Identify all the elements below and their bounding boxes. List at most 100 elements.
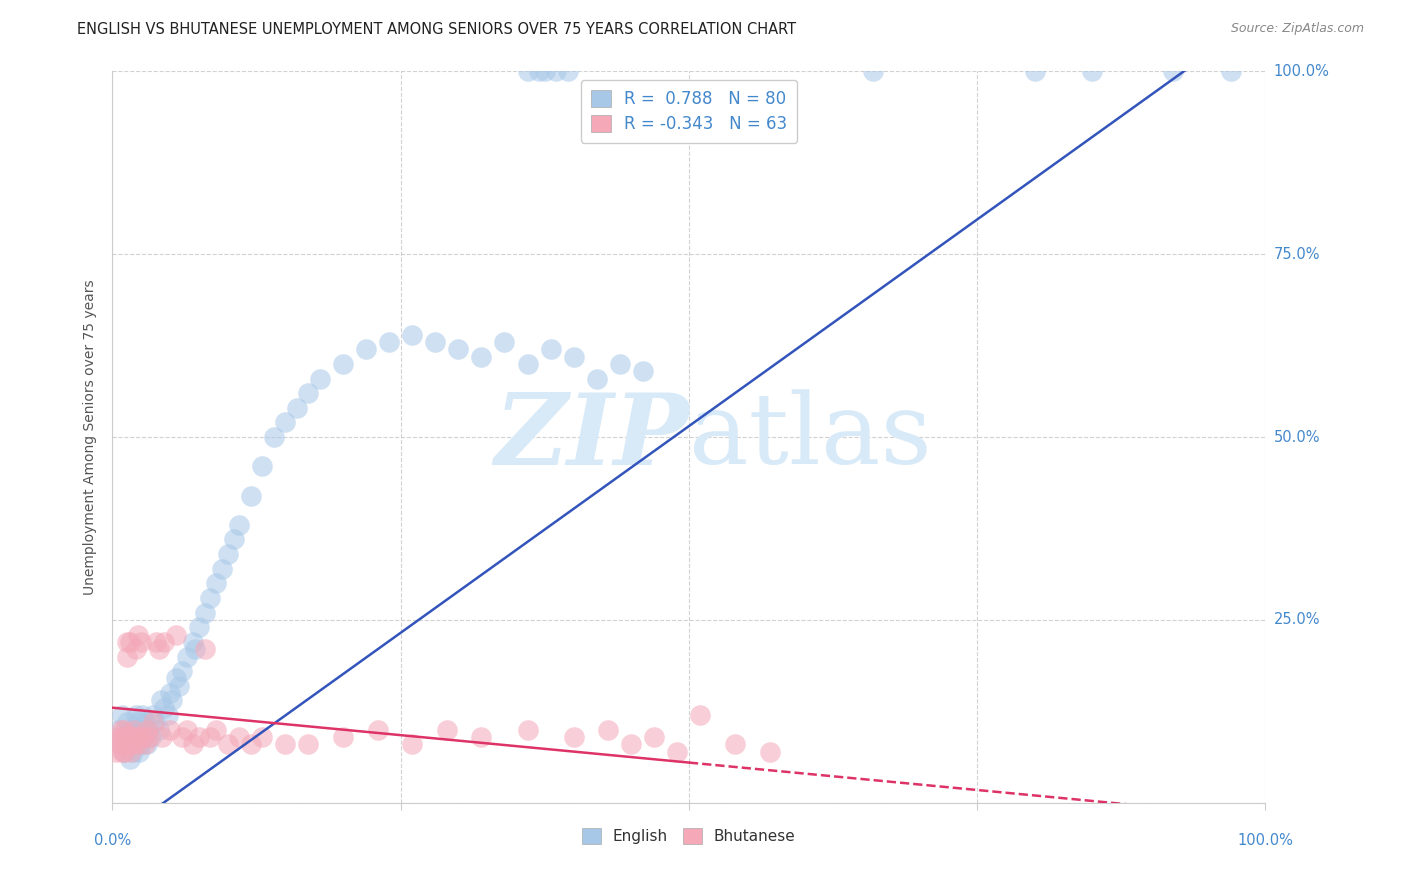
Point — [111, 745, 134, 759]
Point — [142, 708, 165, 723]
Point — [121, 730, 143, 744]
Point — [200, 730, 222, 744]
Point — [131, 708, 153, 723]
Point — [332, 357, 354, 371]
Point — [211, 562, 233, 576]
Point — [285, 401, 308, 415]
Text: ZIP: ZIP — [494, 389, 689, 485]
Point — [609, 357, 631, 371]
Point — [136, 723, 159, 737]
Point — [169, 679, 191, 693]
Point — [150, 730, 173, 744]
Point — [516, 723, 538, 737]
Point — [170, 730, 193, 744]
Point — [112, 723, 135, 737]
Point — [132, 730, 155, 744]
Point — [217, 547, 239, 561]
Point — [758, 745, 780, 759]
Point — [222, 533, 245, 547]
Text: 0.0%: 0.0% — [94, 833, 131, 848]
Point — [1219, 64, 1241, 78]
Point — [666, 745, 689, 759]
Point — [228, 730, 250, 744]
Point — [125, 737, 148, 751]
Point — [534, 64, 557, 78]
Text: atlas: atlas — [689, 389, 932, 485]
Text: ENGLISH VS BHUTANESE UNEMPLOYMENT AMONG SENIORS OVER 75 YEARS CORRELATION CHART: ENGLISH VS BHUTANESE UNEMPLOYMENT AMONG … — [77, 22, 796, 37]
Point — [121, 737, 143, 751]
Point — [378, 334, 401, 349]
Point — [332, 730, 354, 744]
Point — [127, 627, 149, 641]
Point — [128, 730, 150, 744]
Point — [108, 737, 131, 751]
Point — [125, 737, 148, 751]
Point — [118, 730, 141, 744]
Point — [631, 364, 654, 378]
Point — [165, 627, 187, 641]
Point — [436, 723, 458, 737]
Point — [117, 635, 139, 649]
Point — [165, 672, 187, 686]
Point — [425, 334, 447, 349]
Point — [122, 737, 145, 751]
Point — [107, 730, 129, 744]
Point — [494, 334, 516, 349]
Point — [142, 715, 165, 730]
Point — [205, 576, 228, 591]
Point — [117, 715, 139, 730]
Point — [176, 723, 198, 737]
Point — [153, 635, 176, 649]
Point — [1024, 64, 1046, 78]
Point — [252, 730, 274, 744]
Legend: English, Bhutanese: English, Bhutanese — [576, 822, 801, 850]
Point — [239, 737, 262, 751]
Point — [129, 723, 153, 737]
Point — [527, 64, 550, 78]
Point — [129, 737, 153, 751]
Text: 100.0%: 100.0% — [1237, 833, 1294, 848]
Point — [124, 723, 146, 737]
Point — [127, 715, 149, 730]
Point — [194, 606, 217, 620]
Point — [117, 737, 139, 751]
Point — [516, 64, 538, 78]
Point — [124, 708, 146, 723]
Point — [188, 620, 211, 634]
Point — [111, 730, 134, 744]
Text: 100.0%: 100.0% — [1274, 64, 1330, 78]
Point — [153, 700, 176, 714]
Point — [159, 723, 181, 737]
Point — [181, 635, 204, 649]
Point — [117, 649, 139, 664]
Text: 75.0%: 75.0% — [1274, 247, 1320, 261]
Y-axis label: Unemployment Among Seniors over 75 years: Unemployment Among Seniors over 75 years — [83, 279, 97, 595]
Point — [104, 745, 127, 759]
Point — [367, 723, 389, 737]
Point — [540, 343, 562, 357]
Point — [557, 64, 579, 78]
Point — [134, 737, 156, 751]
Point — [128, 745, 150, 759]
Point — [129, 730, 152, 744]
Point — [124, 642, 146, 657]
Point — [562, 350, 585, 364]
Point — [120, 745, 142, 759]
Point — [689, 708, 711, 723]
Point — [862, 64, 884, 78]
Point — [620, 737, 643, 751]
Point — [274, 737, 297, 751]
Point — [309, 371, 332, 385]
Point — [145, 635, 167, 649]
Text: 25.0%: 25.0% — [1274, 613, 1320, 627]
Point — [136, 737, 159, 751]
Point — [112, 745, 135, 759]
Point — [239, 489, 262, 503]
Point — [643, 730, 665, 744]
Point — [176, 649, 198, 664]
Point — [194, 642, 217, 657]
Point — [136, 723, 159, 737]
Point — [115, 730, 138, 744]
Point — [143, 715, 166, 730]
Point — [170, 664, 193, 678]
